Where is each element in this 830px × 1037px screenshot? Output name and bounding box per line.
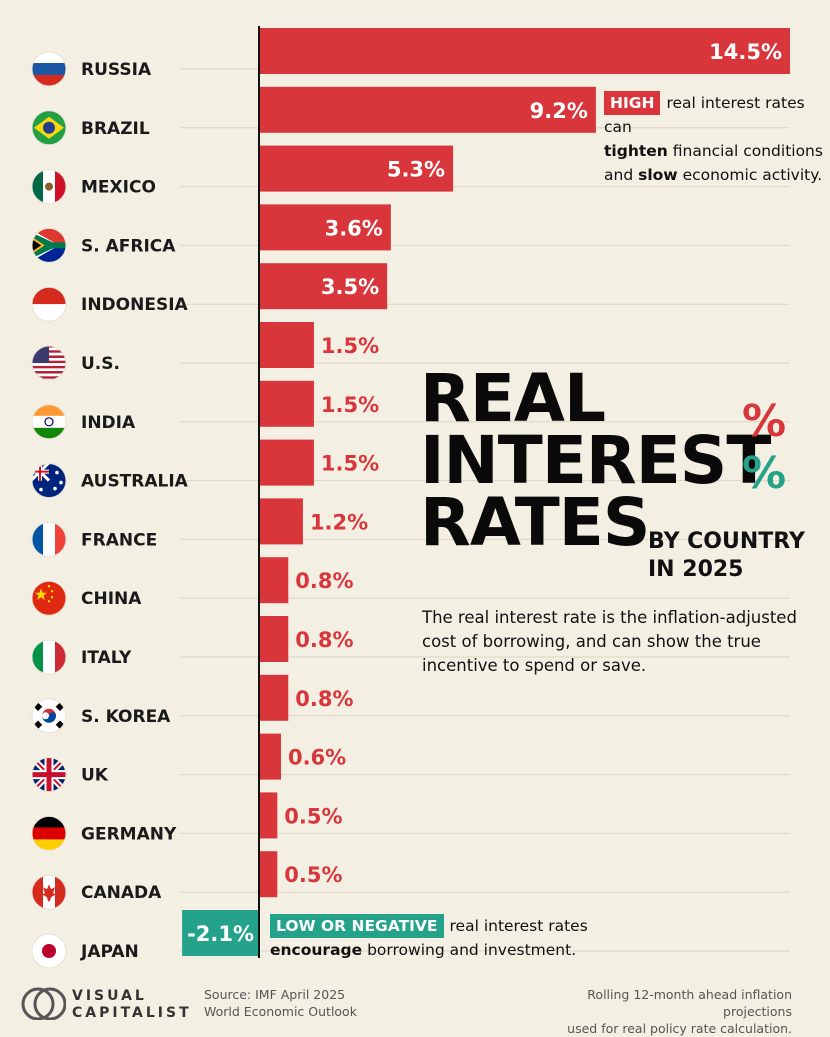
country-label: RUSSIA (81, 60, 152, 80)
south-korea-flag-icon (31, 698, 67, 734)
title-line-3: RATES (420, 484, 650, 561)
value-label: 9.2% (530, 99, 588, 123)
value-label: 3.5% (321, 275, 379, 299)
bar (259, 86, 596, 133)
source-line-2: World Economic Outlook (204, 1004, 357, 1019)
callout-high-emph-2: slow (638, 166, 678, 184)
methodology-note: Rolling 12-month ahead inflation project… (540, 986, 792, 1037)
callout-high-emph-1: tighten (604, 142, 668, 160)
bar (259, 263, 388, 310)
brand-line-1: VISUAL (72, 988, 147, 1004)
bar (259, 322, 314, 368)
bar (259, 145, 454, 192)
bar (259, 557, 289, 604)
percent-green-icon: % (742, 448, 787, 499)
percent-red-icon: % (742, 396, 787, 447)
chart-title: REAL INTEREST RATES (420, 360, 820, 561)
value-label: 1.5% (321, 393, 379, 417)
bar (259, 28, 790, 74)
bar (259, 204, 391, 251)
country-label: BRAZIL (81, 119, 150, 139)
bar (259, 851, 278, 898)
bar (259, 792, 278, 839)
bar (259, 439, 314, 486)
callout-high-line-2: financial conditions (672, 142, 823, 160)
low-tag: LOW OR NEGATIVE (270, 914, 444, 938)
value-label: 3.6% (325, 216, 383, 240)
bar (259, 616, 289, 662)
value-label: 0.5% (284, 804, 342, 828)
callout-high-line-3: economic activity. (682, 166, 823, 184)
callout-low-line-1: real interest rates (449, 917, 588, 935)
note-line-1: Rolling 12-month ahead inflation project… (587, 987, 792, 1019)
title-line-1: REAL (420, 360, 606, 437)
us-flag-icon (31, 345, 67, 381)
value-label: 0.8% (295, 628, 353, 652)
callout-low: LOW OR NEGATIVE real interest rates encou… (270, 914, 610, 962)
uk-flag-icon (31, 757, 67, 793)
country-label: GERMANY (81, 824, 177, 844)
high-tag: HIGH (604, 91, 661, 115)
brand-logo-text: VISUAL CAPITALIST (72, 988, 192, 1022)
chart-description: The real interest rate is the inflation-… (422, 608, 797, 675)
indonesia-flag-icon (31, 286, 67, 322)
value-label: -2.1% (187, 922, 254, 946)
country-label: S. KOREA (81, 707, 171, 727)
bar (259, 498, 303, 545)
source-text: Source: IMF April 2025 World Economic Ou… (204, 986, 357, 1020)
australia-flag-icon (31, 463, 67, 499)
callout-high-line-1: real interest rates can (604, 94, 805, 136)
india-flag-icon (31, 404, 67, 440)
china-flag-icon (31, 580, 67, 616)
value-label: 0.8% (295, 687, 353, 711)
source-line-1: Source: IMF April 2025 (204, 987, 346, 1002)
germany-flag-icon (31, 815, 67, 851)
brazil-flag-icon (31, 110, 67, 146)
country-label: ITALY (81, 648, 132, 668)
value-label: 0.8% (295, 569, 353, 593)
note-line-2: used for real policy rate calculation. (567, 1021, 792, 1036)
value-label: 0.6% (288, 746, 346, 770)
callout-high: HIGH real interest rates can tighten fina… (604, 91, 826, 187)
country-label: AUSTRALIA (81, 472, 189, 492)
bar (182, 910, 259, 956)
value-label: 1.5% (321, 334, 379, 358)
country-label: FRANCE (81, 530, 157, 550)
bar (259, 380, 314, 427)
title-line-2: INTEREST (420, 422, 771, 499)
value-label: 1.2% (310, 510, 368, 534)
value-label: 0.5% (284, 863, 342, 887)
value-label: 5.3% (387, 158, 445, 182)
bar (259, 733, 281, 780)
country-label: U.S. (81, 354, 120, 374)
country-label: CHINA (81, 589, 142, 609)
value-label: 1.5% (321, 452, 379, 476)
brand-line-2: CAPITALIST (72, 1005, 192, 1021)
france-flag-icon (31, 521, 67, 557)
country-label: JAPAN (80, 942, 139, 962)
subtitle-line-2: IN 2025 (648, 557, 744, 582)
country-label: UK (81, 766, 109, 786)
italy-flag-icon (31, 639, 67, 675)
south-africa-flag-icon (31, 227, 67, 263)
callout-low-line-2: borrowing and investment. (367, 941, 577, 959)
country-label: CANADA (81, 883, 162, 903)
chart-subtitle: BY COUNTRY IN 2025 (648, 528, 805, 584)
country-label: MEXICO (81, 178, 156, 198)
callout-low-emph-1: encourage (270, 941, 363, 959)
canada-flag-icon (31, 874, 67, 910)
subtitle-line-1: BY COUNTRY (648, 529, 805, 554)
japan-flag-icon (31, 933, 67, 969)
country-label: S. AFRICA (81, 236, 176, 256)
mexico-flag-icon (31, 169, 67, 205)
country-label: INDONESIA (81, 295, 189, 315)
value-label: 14.5% (709, 40, 782, 64)
country-label: INDIA (81, 413, 136, 433)
callout-high-pre-3: and (604, 166, 634, 184)
bar (259, 674, 289, 721)
russia-flag-icon (31, 51, 67, 87)
visual-capitalist-logo-icon (21, 987, 66, 1020)
